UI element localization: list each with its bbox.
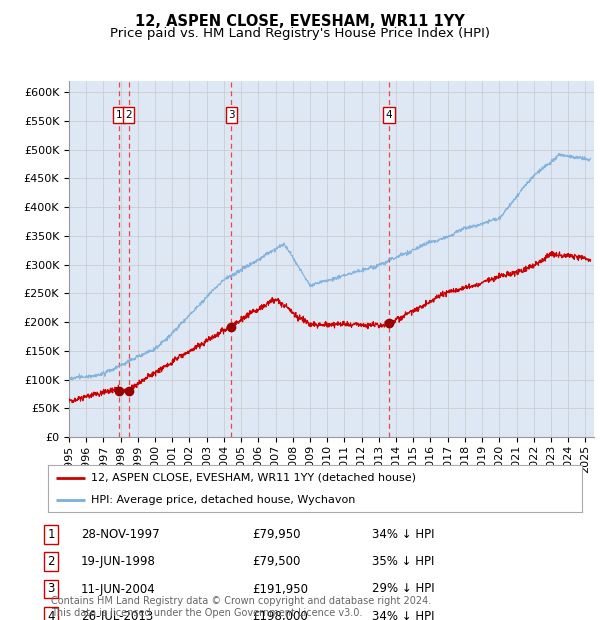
Text: 1: 1 xyxy=(116,110,122,120)
Text: 28-NOV-1997: 28-NOV-1997 xyxy=(81,528,160,541)
Text: HPI: Average price, detached house, Wychavon: HPI: Average price, detached house, Wych… xyxy=(91,495,355,505)
Text: 12, ASPEN CLOSE, EVESHAM, WR11 1YY: 12, ASPEN CLOSE, EVESHAM, WR11 1YY xyxy=(135,14,465,29)
Text: 35% ↓ HPI: 35% ↓ HPI xyxy=(372,556,434,568)
Text: 3: 3 xyxy=(228,110,235,120)
Text: £198,000: £198,000 xyxy=(252,610,308,620)
Text: £191,950: £191,950 xyxy=(252,583,308,595)
Text: 34% ↓ HPI: 34% ↓ HPI xyxy=(372,610,434,620)
Text: 4: 4 xyxy=(47,610,55,620)
Text: 2: 2 xyxy=(125,110,132,120)
Text: £79,500: £79,500 xyxy=(252,556,301,568)
Text: 26-JUL-2013: 26-JUL-2013 xyxy=(81,610,153,620)
Text: 34% ↓ HPI: 34% ↓ HPI xyxy=(372,528,434,541)
Text: £79,950: £79,950 xyxy=(252,528,301,541)
Text: 19-JUN-1998: 19-JUN-1998 xyxy=(81,556,156,568)
Text: 11-JUN-2004: 11-JUN-2004 xyxy=(81,583,156,595)
Text: Contains HM Land Registry data © Crown copyright and database right 2024.
This d: Contains HM Land Registry data © Crown c… xyxy=(51,596,431,618)
Text: 3: 3 xyxy=(47,583,55,595)
Text: 29% ↓ HPI: 29% ↓ HPI xyxy=(372,583,434,595)
Text: 2: 2 xyxy=(47,556,55,568)
Text: 12, ASPEN CLOSE, EVESHAM, WR11 1YY (detached house): 12, ASPEN CLOSE, EVESHAM, WR11 1YY (deta… xyxy=(91,472,416,482)
Text: Price paid vs. HM Land Registry's House Price Index (HPI): Price paid vs. HM Land Registry's House … xyxy=(110,27,490,40)
Text: 1: 1 xyxy=(47,528,55,541)
Text: 4: 4 xyxy=(385,110,392,120)
